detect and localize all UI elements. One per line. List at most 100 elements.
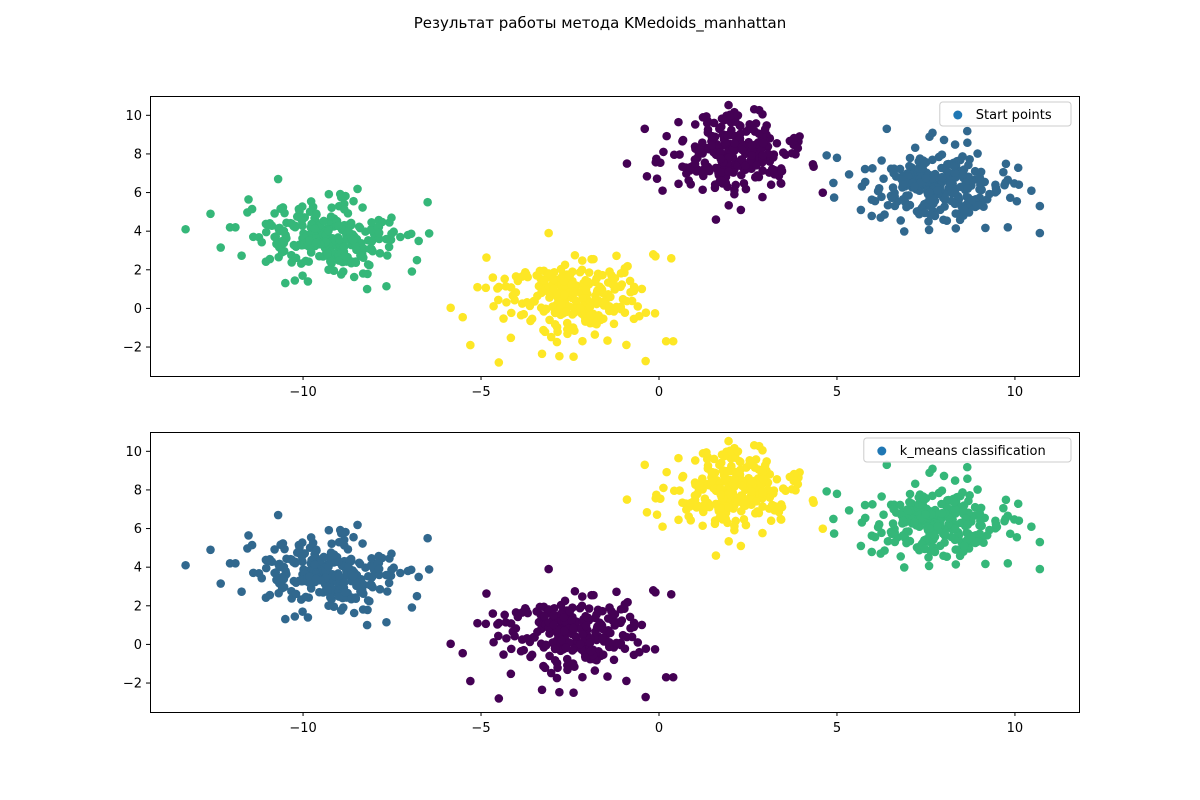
data-point [740, 497, 750, 506]
data-point [1005, 193, 1015, 203]
data-point [323, 249, 333, 259]
x-tick-label: 0 [655, 385, 663, 400]
data-point [552, 673, 562, 683]
data-point [959, 541, 969, 551]
data-point [829, 178, 838, 188]
data-point [374, 570, 384, 580]
data-point [375, 585, 385, 594]
data-point [690, 120, 700, 129]
data-point [668, 672, 678, 682]
data-point [617, 280, 627, 289]
data-point [933, 522, 942, 531]
data-point [879, 510, 888, 519]
data-point [962, 462, 972, 472]
data-point [860, 500, 870, 510]
data-point [510, 631, 519, 641]
data-point [550, 308, 560, 318]
data-point [349, 532, 358, 542]
data-point [540, 327, 550, 337]
data-point [466, 340, 475, 350]
data-point [294, 540, 304, 550]
data-point [598, 297, 608, 307]
data-point [374, 564, 384, 574]
data-point [924, 188, 934, 197]
data-point [651, 251, 660, 261]
data-point [414, 236, 423, 246]
data-point [341, 588, 350, 597]
data-point [502, 298, 511, 307]
data-point [752, 496, 761, 506]
data-point [575, 303, 585, 313]
data-point [387, 549, 396, 559]
data-point [678, 498, 687, 508]
data-point [327, 539, 336, 548]
data-point [1035, 564, 1045, 574]
data-point [622, 676, 631, 686]
data-point [668, 336, 678, 346]
data-point [458, 648, 468, 658]
data-point [301, 256, 311, 266]
data-point [557, 635, 566, 645]
data-point [629, 314, 639, 324]
data-point [493, 284, 502, 293]
data-point [1027, 186, 1036, 195]
data-point [550, 319, 560, 329]
data-point [981, 223, 990, 233]
data-point [494, 631, 503, 641]
axes-frame [150, 432, 1080, 713]
data-point [297, 216, 307, 225]
data-point [279, 226, 289, 236]
data-point [305, 236, 314, 245]
data-point [711, 215, 721, 224]
data-point [793, 143, 803, 153]
data-point [675, 150, 684, 159]
data-point [867, 547, 877, 557]
data-point [578, 672, 587, 682]
x-tick-label: −10 [289, 721, 316, 736]
data-point [793, 479, 803, 489]
data-point [561, 307, 571, 317]
data-point [860, 164, 870, 174]
data-point [375, 249, 385, 258]
data-point [641, 644, 651, 653]
data-point [1013, 163, 1023, 173]
data-point [181, 560, 190, 570]
data-point [717, 512, 726, 521]
data-point [367, 236, 377, 246]
data-point [290, 276, 300, 285]
data-point [326, 212, 336, 221]
data-point [319, 216, 329, 226]
data-point [571, 295, 580, 305]
y-tick-label: 10 [125, 109, 142, 124]
data-point [446, 639, 455, 649]
data-point [857, 518, 867, 527]
data-point [412, 255, 422, 265]
data-point [560, 260, 570, 270]
data-point [612, 251, 621, 261]
data-point [549, 620, 558, 630]
data-point [829, 514, 838, 524]
data-point [758, 192, 767, 202]
data-point [353, 184, 362, 194]
data-point [306, 533, 316, 542]
data-point [237, 587, 246, 597]
data-point [747, 141, 757, 150]
data-point [873, 522, 883, 532]
data-point [291, 589, 301, 599]
data-point [349, 608, 359, 618]
data-point [972, 537, 982, 546]
data-point [506, 333, 516, 343]
data-point [575, 603, 585, 613]
data-point [650, 645, 660, 654]
x-tick-label: 10 [1007, 385, 1024, 400]
data-point [620, 644, 630, 654]
data-point [563, 329, 572, 339]
data-point [822, 487, 831, 496]
data-point [758, 502, 767, 511]
data-point [612, 302, 621, 312]
data-point [809, 162, 818, 171]
data-point [339, 578, 349, 588]
data-point [722, 130, 732, 140]
data-point [730, 521, 739, 531]
data-point [609, 655, 619, 665]
